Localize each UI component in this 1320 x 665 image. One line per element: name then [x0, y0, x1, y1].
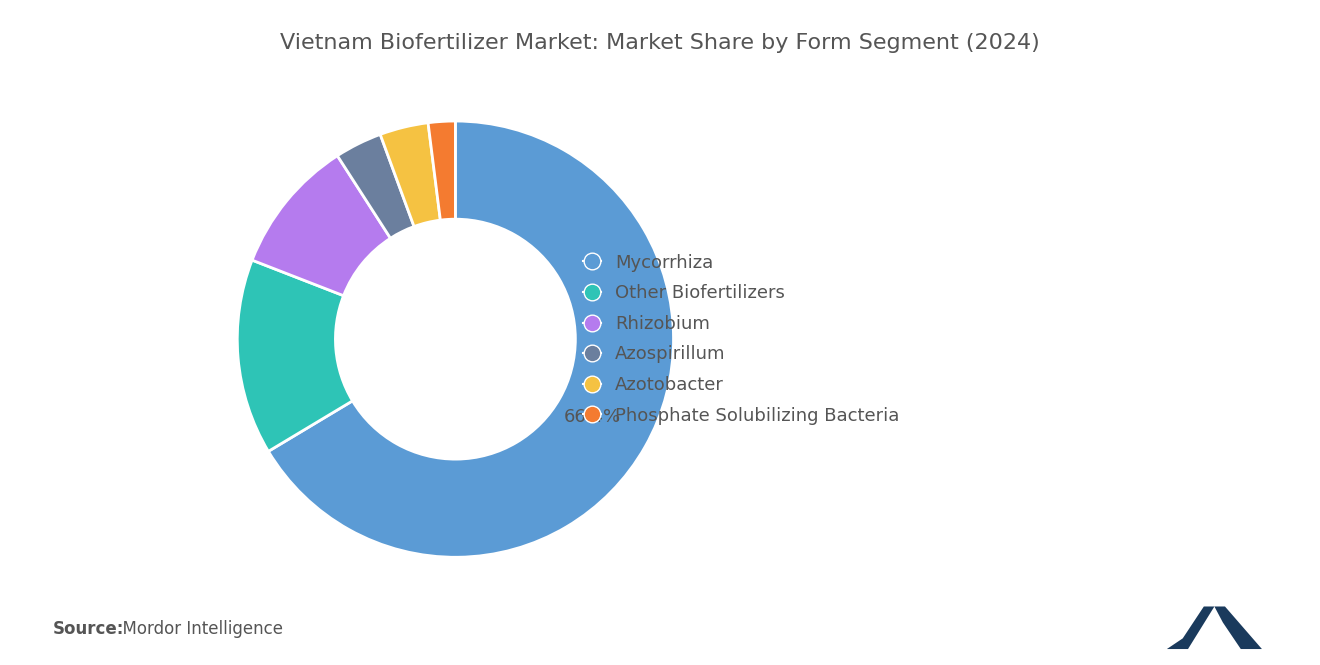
Text: 66.4%: 66.4%	[564, 408, 620, 426]
Wedge shape	[380, 123, 441, 227]
Wedge shape	[268, 121, 673, 557]
Legend: Mycorrhiza, Other Biofertilizers, Rhizobium, Azospirillum, Azotobacter, Phosphat: Mycorrhiza, Other Biofertilizers, Rhizob…	[573, 245, 908, 434]
Wedge shape	[338, 134, 414, 238]
Polygon shape	[1214, 606, 1262, 649]
Text: Vietnam Biofertilizer Market: Market Share by Form Segment (2024): Vietnam Biofertilizer Market: Market Sha…	[280, 33, 1040, 53]
Text: Source:: Source:	[53, 620, 124, 638]
Wedge shape	[238, 260, 352, 452]
Polygon shape	[1167, 606, 1214, 649]
Wedge shape	[252, 156, 391, 296]
Wedge shape	[428, 121, 455, 220]
Text: Mordor Intelligence: Mordor Intelligence	[112, 620, 284, 638]
